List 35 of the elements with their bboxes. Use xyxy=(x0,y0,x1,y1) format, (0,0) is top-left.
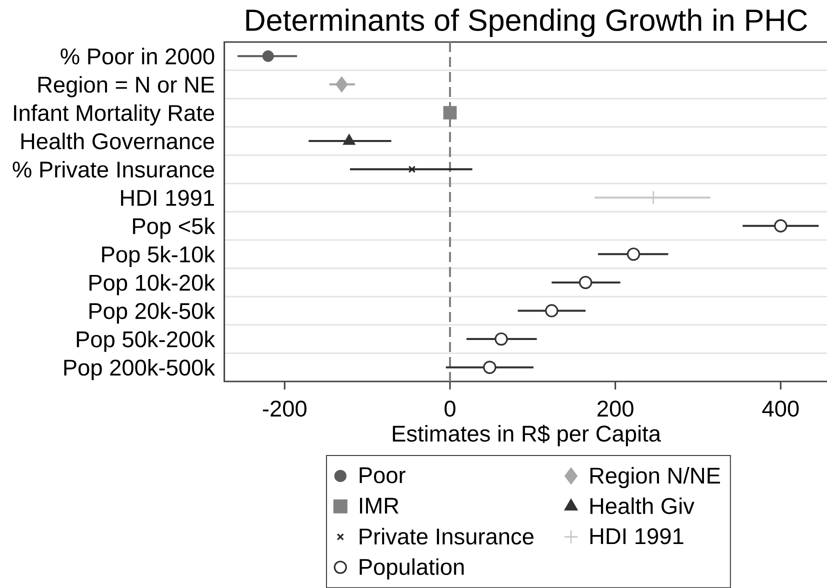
y-tick-label: Pop 5k-10k xyxy=(102,246,216,267)
legend-label: Private Insurance xyxy=(360,528,534,545)
y-tick-label: HDI 1991 xyxy=(121,190,214,206)
point xyxy=(626,248,640,261)
point xyxy=(408,166,416,173)
chart-title: Determinants of Spending Growth in PHC xyxy=(246,8,808,38)
y-tick-label: Pop 200k-500k xyxy=(64,358,216,380)
point xyxy=(335,76,348,93)
y-tick-label: Pop <5k xyxy=(133,218,216,239)
legend-label: HDI 1991 xyxy=(590,528,684,544)
y-tick-label: Region = N or NE xyxy=(38,76,214,98)
y-tick-label: % Poor in 2000 xyxy=(60,48,214,64)
y-tick-label: Infant Mortality Rate xyxy=(14,104,214,126)
point xyxy=(443,106,457,120)
point xyxy=(578,276,592,290)
legend-label: IMR xyxy=(360,498,398,514)
y-tick-label: Health Governance xyxy=(21,132,214,150)
point xyxy=(262,50,274,62)
point xyxy=(545,304,558,318)
legend-label: Poor xyxy=(360,467,406,484)
x-tick-label: 200 xyxy=(598,400,634,417)
x-tick-label: 400 xyxy=(762,400,799,417)
x-tick-label: 0 xyxy=(444,400,456,417)
y-tick-label: % Private Insurance xyxy=(12,160,214,178)
y-tick-label: Pop 10k-20k xyxy=(90,274,216,296)
y-tick-label: Pop 50k-200k xyxy=(76,330,216,352)
legend-label: Health Giv xyxy=(590,497,694,514)
x-axis-title: Estimates in R$ per Capita xyxy=(392,424,661,446)
legend-label: Population xyxy=(360,558,464,580)
point xyxy=(483,360,496,374)
point xyxy=(774,219,788,232)
legend-label: Region N/NE xyxy=(590,466,720,488)
point xyxy=(494,332,508,346)
x-tick-label: -200 xyxy=(262,400,306,417)
y-tick-label: Pop 20k-50k xyxy=(90,302,216,324)
